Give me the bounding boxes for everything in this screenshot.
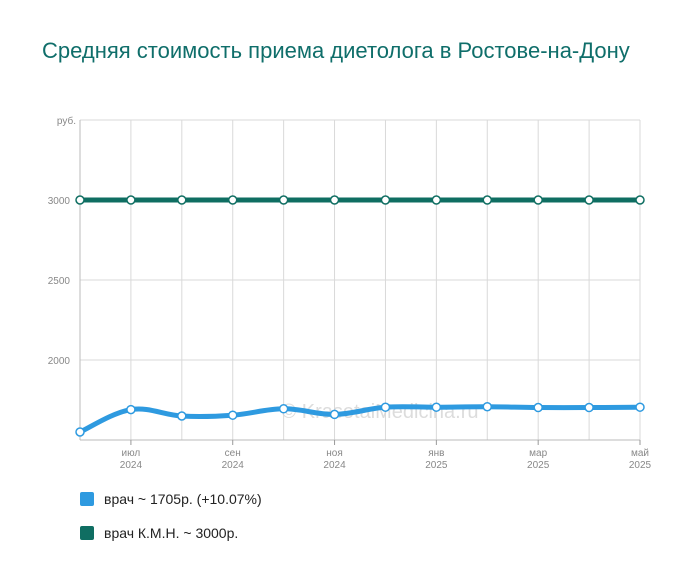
data-point-series-2: [75, 195, 85, 205]
x-tick-label-year: 2024: [222, 460, 245, 471]
data-point-series-1: [278, 404, 289, 414]
data-point-series-2: [278, 195, 289, 205]
x-tick-label-year: 2024: [323, 460, 346, 471]
x-tick-label-year: 2025: [425, 460, 448, 471]
legend-label-series-2: врач К.М.Н. ~ 3000р.: [104, 525, 239, 541]
y-tick-label: 2000: [48, 356, 71, 367]
data-point-series-1: [329, 409, 340, 420]
data-point-series-1: [75, 427, 85, 437]
x-tick-label-month: ноя: [326, 448, 343, 459]
y-tick-label: 2500: [48, 276, 71, 287]
data-point-series-2: [533, 195, 543, 205]
legend-item-series-1[interactable]: врач ~ 1705р. (+10.07%): [80, 488, 262, 510]
y-tick-label: 3000: [48, 196, 71, 207]
x-tick-label-month: сен: [225, 448, 241, 459]
data-point-series-1: [126, 404, 136, 415]
x-tick-label-month: июл: [122, 448, 141, 459]
legend-swatch-series-1: [80, 492, 94, 506]
data-point-series-2: [380, 195, 391, 205]
data-point-series-1: [177, 411, 187, 421]
data-point-series-2: [635, 195, 645, 205]
legend: врач ~ 1705р. (+10.07%) врач К.М.Н. ~ 30…: [80, 488, 262, 556]
legend-swatch-series-2: [80, 526, 94, 540]
data-point-series-1: [380, 402, 391, 412]
data-point-series-1: [533, 402, 543, 413]
x-tick-label-year: 2024: [120, 460, 143, 471]
data-point-series-2: [584, 195, 594, 205]
x-tick-label-month: янв: [428, 448, 444, 459]
x-tick-label-month: май: [631, 448, 649, 459]
y-axis-label: руб.: [57, 115, 76, 127]
data-point-series-2: [329, 195, 340, 205]
data-point-series-2: [177, 195, 187, 205]
legend-item-series-2[interactable]: врач К.М.Н. ~ 3000р.: [80, 522, 262, 544]
data-point-series-1: [227, 410, 238, 420]
x-tick-label-month: мар: [529, 448, 547, 459]
data-point-series-1: [635, 402, 645, 412]
data-point-series-2: [482, 195, 493, 205]
data-point-series-1: [482, 401, 493, 412]
x-tick-label-year: 2025: [629, 460, 652, 471]
legend-label-series-1: врач ~ 1705р. (+10.07%): [104, 491, 262, 507]
data-point-series-1: [431, 402, 442, 412]
data-point-series-2: [227, 195, 238, 205]
data-point-series-1: [584, 402, 594, 413]
data-point-series-2: [126, 195, 136, 205]
data-point-series-2: [431, 195, 442, 205]
x-tick-label-year: 2025: [527, 460, 550, 471]
chart-title: Средняя стоимость приема диетолога в Рос…: [42, 38, 630, 63]
